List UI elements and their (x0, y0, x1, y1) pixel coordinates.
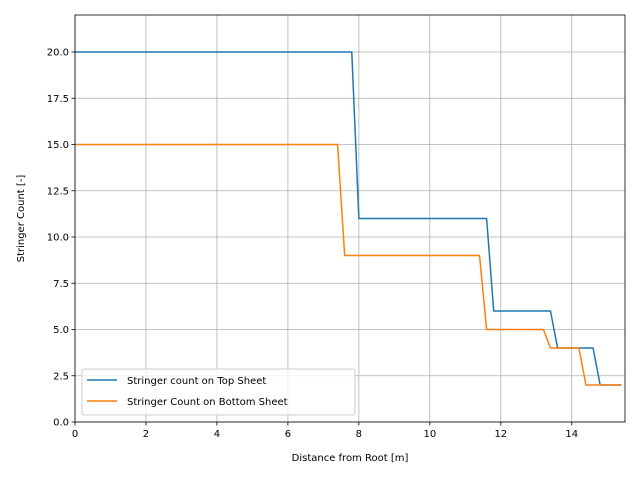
y-axis-label: Stringer Count [-] (16, 175, 27, 263)
y-tick-label: 12.5 (47, 186, 69, 197)
series-lines (75, 51, 622, 386)
y-tick-label: 5.0 (53, 325, 69, 336)
x-tick-label: 0 (72, 429, 78, 440)
x-tick-label: 6 (285, 429, 291, 440)
y-tick-label: 2.5 (53, 371, 69, 382)
x-tick-label: 8 (356, 429, 362, 440)
legend-label-top-sheet: Stringer count on Top Sheet (127, 376, 266, 387)
series-line-top-sheet (75, 51, 622, 386)
y-tick-label: 17.5 (47, 94, 69, 105)
y-tick-label: 20.0 (47, 48, 69, 59)
x-tick-label: 12 (494, 429, 507, 440)
legend: Stringer count on Top Sheet Stringer Cou… (81, 368, 356, 416)
ticks: 0 2 4 6 8 10 12 14 0.0 2.5 5.0 7.5 10.0 12.5 15.0 17.5 2… (47, 48, 578, 441)
y-tick-label: 15.0 (47, 140, 69, 151)
plot-frame (74, 14, 626, 423)
legend-label-bottom-sheet: Stringer Count on Bottom Sheet (127, 397, 288, 408)
grid (74, 15, 625, 423)
series-line-bottom-sheet (75, 143, 622, 386)
x-tick-label: 2 (143, 429, 149, 440)
y-tick-label: 7.5 (53, 279, 69, 290)
x-axis-label: Distance from Root [m] (292, 453, 409, 464)
x-tick-label: 14 (565, 429, 578, 440)
x-tick-label: 10 (423, 429, 436, 440)
x-tick-label: 4 (214, 429, 220, 440)
y-tick-label: 10.0 (47, 233, 69, 244)
y-tick-label: 0.0 (53, 418, 69, 429)
legend-box (81, 368, 356, 416)
